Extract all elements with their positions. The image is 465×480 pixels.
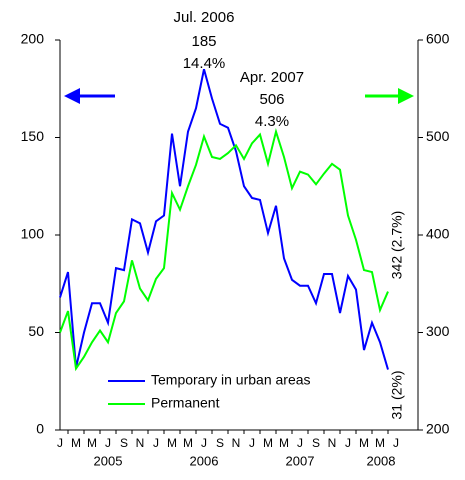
x-tick-label: M — [375, 436, 385, 450]
x-tick-label: J — [57, 436, 63, 450]
y-tick-label: 100 — [21, 226, 45, 242]
x-tick-label: M — [71, 436, 81, 450]
x-tick-label: S — [216, 436, 224, 450]
left-arrow — [64, 88, 115, 104]
x-tick-label: N — [136, 436, 145, 450]
x-tick-label: M — [87, 436, 97, 450]
x-tick-label: J — [393, 436, 399, 450]
year-label: 2007 — [286, 453, 315, 468]
annotation: 506 — [259, 91, 284, 108]
annotation: 4.3% — [255, 113, 289, 130]
x-tick-label: J — [249, 436, 255, 450]
x-tick-label: M — [263, 436, 273, 450]
y-tick-label: 200 — [21, 31, 45, 47]
x-tick-label: S — [312, 436, 320, 450]
y2-tick-label: 200 — [426, 421, 450, 437]
year-label: 2008 — [367, 453, 396, 468]
annotation: 14.4% — [183, 55, 226, 72]
annotation: Jul. 2006 — [174, 9, 235, 26]
y2-tick-label: 400 — [426, 226, 450, 242]
x-tick-label: J — [105, 436, 111, 450]
x-tick-label: S — [120, 436, 128, 450]
line-series — [59, 127, 389, 372]
year-label: 2005 — [94, 453, 123, 468]
y2-tick-label: 600 — [426, 31, 450, 47]
line-series — [59, 68, 389, 370]
x-tick-label: N — [232, 436, 241, 450]
x-tick-label: M — [183, 436, 193, 450]
x-tick-label: M — [167, 436, 177, 450]
x-tick-label: M — [359, 436, 369, 450]
annotation: 31 (2%) — [389, 370, 405, 419]
y-tick-label: 150 — [21, 128, 45, 144]
x-tick-label: J — [201, 436, 207, 450]
annotation: 185 — [191, 33, 216, 50]
x-tick-label: J — [345, 436, 351, 450]
legend-label: Permanent — [151, 395, 220, 411]
annotation: 342 (2.7%) — [389, 211, 405, 279]
x-tick-label: M — [279, 436, 289, 450]
y-tick-label: 0 — [36, 421, 44, 437]
x-tick-label: J — [153, 436, 159, 450]
y2-tick-label: 500 — [426, 128, 450, 144]
y-tick-label: 50 — [28, 323, 44, 339]
y2-tick-label: 300 — [426, 323, 450, 339]
right-arrow — [365, 88, 414, 104]
year-label: 2006 — [190, 453, 219, 468]
x-tick-label: N — [328, 436, 337, 450]
annotation: Apr. 2007 — [240, 69, 304, 86]
legend-label: Temporary in urban areas — [151, 372, 311, 388]
x-tick-label: J — [297, 436, 303, 450]
